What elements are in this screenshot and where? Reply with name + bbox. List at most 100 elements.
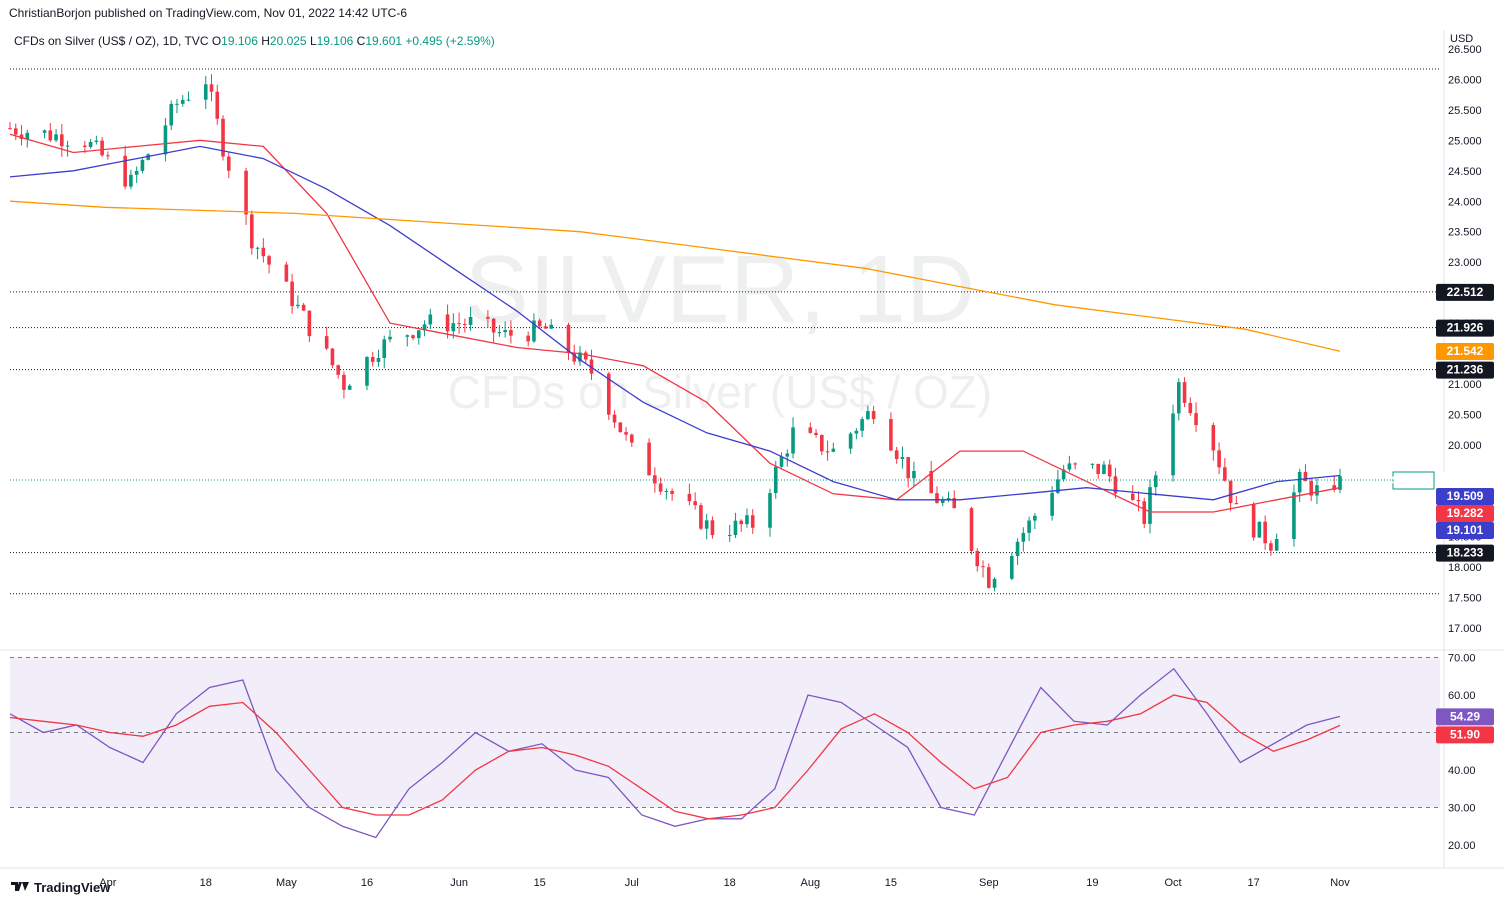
candle-body (526, 335, 530, 342)
candle-body (537, 320, 542, 327)
sma-fast-tag-bg (1436, 505, 1494, 522)
candle-body (1263, 521, 1267, 544)
watermark-symbol: SILVER, 1D (465, 236, 975, 343)
rsi-line (9, 667, 1341, 839)
candle-body (578, 352, 582, 362)
candle-body (612, 414, 617, 423)
sma-mid-tag: 19.509 (1447, 489, 1484, 503)
last-price-tag: 19.601 (1447, 473, 1484, 487)
candle-body (1211, 425, 1216, 451)
candle-body (94, 140, 99, 142)
candle-body (1303, 471, 1308, 482)
rsi-tick-label: 60.00 (1448, 690, 1476, 702)
candle-body (733, 520, 738, 535)
candle-body (606, 373, 611, 415)
candle-body (1050, 492, 1054, 516)
candle-body (1107, 464, 1112, 477)
candle-body (975, 550, 980, 567)
candle-body (491, 318, 496, 333)
candle-body (382, 339, 387, 358)
candle-body (1188, 402, 1193, 414)
candle-body (1297, 471, 1302, 493)
candle-body (940, 500, 945, 504)
candle-body (261, 247, 266, 257)
candle-body (267, 256, 271, 265)
candle-body (1015, 541, 1020, 556)
candle-body (808, 427, 813, 433)
candle-body (19, 134, 24, 139)
high-label: H (261, 34, 270, 48)
tradingview-logo[interactable]: TradingView (10, 880, 110, 895)
candle-body (503, 329, 507, 333)
candle-body (497, 332, 502, 334)
level-tag-bg (1436, 319, 1494, 337)
price-tags: 22.512 21.926 21.236 18.233 21.542 19.601 SILV… (10, 283, 1494, 744)
candle-body (1021, 532, 1026, 542)
candle-body (1292, 492, 1296, 540)
candle-body (123, 155, 127, 187)
candle-body (146, 154, 150, 160)
high-value: 20.025 (269, 34, 307, 48)
candle-body (658, 483, 663, 492)
low-label: L (309, 34, 317, 48)
candle-body (60, 134, 64, 147)
time-tick-label: May (276, 877, 297, 889)
candle-body (549, 324, 554, 329)
price-tick-label: 23.000 (1448, 257, 1482, 269)
candle-body (1130, 493, 1135, 500)
candle-body (307, 310, 312, 337)
candle-body (952, 498, 957, 509)
price-tick-label: 25.000 (1448, 135, 1482, 147)
candle-body (1217, 450, 1221, 468)
rsi-lines (9, 667, 1341, 839)
candle-body (100, 140, 104, 156)
candle-body (13, 128, 18, 135)
candle-body (791, 427, 795, 454)
candle-body (428, 314, 433, 325)
candle-body (370, 357, 375, 362)
candle-body (1228, 480, 1233, 504)
candle-body (250, 214, 254, 249)
candle-body (8, 128, 12, 130)
close-label: C (356, 34, 366, 48)
price-tick-label: 26.000 (1448, 74, 1482, 86)
symbol-ohlc-bar: CFDs on Silver (US$ / OZ), 1D, TVC O19.1… (14, 34, 495, 48)
candle-body (203, 84, 208, 100)
candle-body (1257, 521, 1262, 538)
candle-body (88, 141, 93, 147)
candle-body (445, 314, 450, 332)
candle-body (825, 451, 830, 453)
level-tag-bg (1436, 544, 1494, 562)
candle-body (543, 326, 548, 329)
candle-body (486, 316, 490, 319)
candle-body (814, 432, 818, 435)
last-price-tag-bg (1436, 472, 1494, 489)
candle-body (831, 448, 836, 452)
candle-body (1274, 539, 1279, 551)
candle-body (388, 336, 392, 340)
rsi-tag: 54.29 (1450, 709, 1480, 723)
candle-body (1153, 475, 1158, 488)
candle-body (140, 159, 145, 171)
low-value: 19.106 (316, 34, 354, 48)
candle-body (175, 103, 179, 105)
candle-body (871, 411, 876, 420)
candle-body (1223, 467, 1227, 481)
rsi-ma-line (9, 694, 1341, 820)
candle-body (209, 84, 214, 92)
candle-body (630, 434, 634, 443)
candle-body (1061, 469, 1066, 480)
time-tick-label: 15 (885, 877, 897, 889)
candle-body (134, 170, 139, 175)
candle-body (935, 493, 939, 504)
candle-body (215, 91, 220, 119)
candle-body (83, 145, 87, 147)
sma-fast-tag: 19.282 (1447, 506, 1484, 520)
candle-body (785, 453, 790, 457)
candle-body (1090, 463, 1095, 465)
time-tick-label: Oct (1164, 877, 1181, 889)
symbol-name[interactable]: CFDs on Silver (US$ / OZ), 1D, TVC (14, 34, 209, 48)
candle-body (1113, 476, 1118, 494)
last-price-symbol: SILVER (1392, 473, 1435, 487)
